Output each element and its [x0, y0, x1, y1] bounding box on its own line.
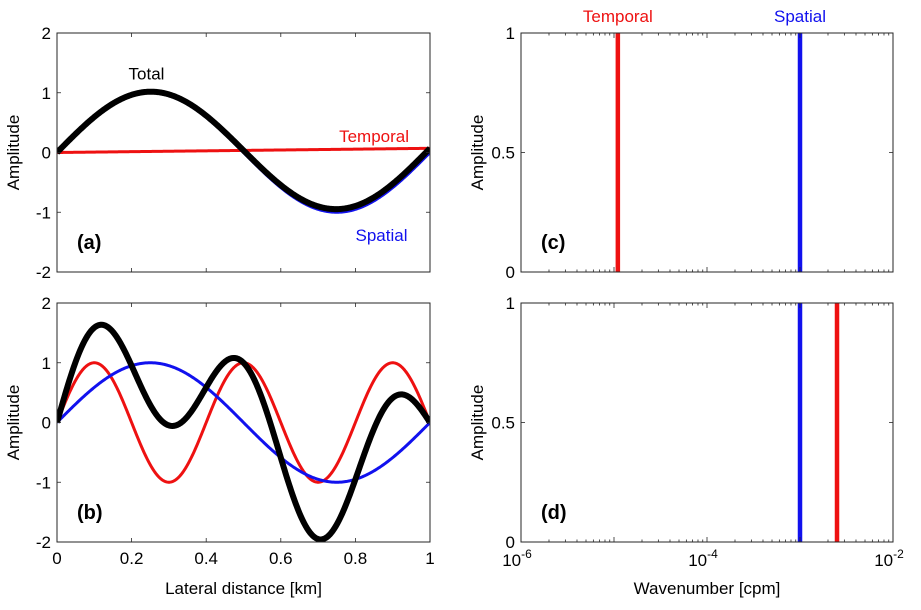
y-tick-label: -1: [36, 203, 51, 222]
panel-label: (c): [541, 232, 565, 254]
y-axis-label: Amplitude: [4, 115, 23, 191]
plot-area: [521, 33, 893, 272]
axes-box: [56, 32, 431, 273]
series-line-total: [57, 321, 430, 542]
y-tick-label: 0: [42, 144, 51, 163]
x-tick-label: 0.2: [120, 549, 144, 568]
annotation-total: Total: [129, 65, 165, 84]
panel-label: (b): [77, 502, 103, 524]
x-tick-label: 10-2: [874, 547, 904, 570]
y-tick-label: 0: [506, 263, 515, 282]
y-tick-label: -1: [36, 473, 51, 492]
x-tick-label: 1: [425, 549, 434, 568]
x-tick-label: 0.8: [344, 549, 368, 568]
axes-box: [520, 32, 894, 273]
y-tick-label: 2: [42, 294, 51, 313]
y-axis-label: Amplitude: [468, 385, 487, 461]
y-tick-label: 2: [42, 24, 51, 43]
panel-label: (a): [77, 232, 101, 254]
annotation-spatial: Spatial: [356, 226, 408, 245]
y-tick-label: 1: [42, 354, 51, 373]
y-tick-label: 1: [42, 84, 51, 103]
data-layer: [57, 321, 430, 542]
y-tick-label: 0.5: [491, 144, 515, 163]
y-tick-label: 0.5: [491, 414, 515, 433]
y-tick-label: 1: [506, 294, 515, 313]
panel-b: 0 0.2 0.4 0.6 0.8 1 -2 -1 0 1 2 Amplitude Lateral di…: [4, 294, 435, 598]
series-line-spatial: [57, 361, 430, 484]
x-tick-label: 0.4: [194, 549, 218, 568]
y-tick-label: 1: [506, 24, 515, 43]
y-axis-label: Amplitude: [4, 385, 23, 461]
x-axis-label: Wavenumber [cpm]: [634, 579, 781, 598]
panel-c: 0 0.5 1 Amplitude (c) Temporal Spatial: [468, 7, 894, 282]
axes-box: [56, 302, 431, 543]
data-layer: [615, 33, 803, 272]
y-tick-label: 0: [42, 414, 51, 433]
x-tick-label: 0.6: [269, 549, 293, 568]
panel-label: (d): [541, 502, 567, 524]
panel-a: -2 -1 0 1 2 Amplitude (a) Total Temporal Spatial: [4, 24, 431, 282]
top-label-temporal: Temporal: [583, 7, 653, 26]
data-layer: [57, 88, 430, 214]
annotation-temporal: Temporal: [339, 127, 409, 146]
plot-area: [521, 303, 893, 542]
y-tick-label: -2: [36, 263, 51, 282]
series-line-total: [57, 88, 430, 213]
y-tick-label: -2: [36, 533, 51, 552]
axes-box: [520, 302, 894, 543]
x-tick-label: 0: [52, 549, 61, 568]
y-axis-label: Amplitude: [468, 115, 487, 191]
y-tick-label: 0: [506, 533, 515, 552]
x-tick-label: 10-4: [688, 547, 718, 570]
x-axis-label: Lateral distance [km]: [165, 579, 322, 598]
data-layer: [797, 303, 840, 542]
top-label-spatial: Spatial: [774, 7, 826, 26]
